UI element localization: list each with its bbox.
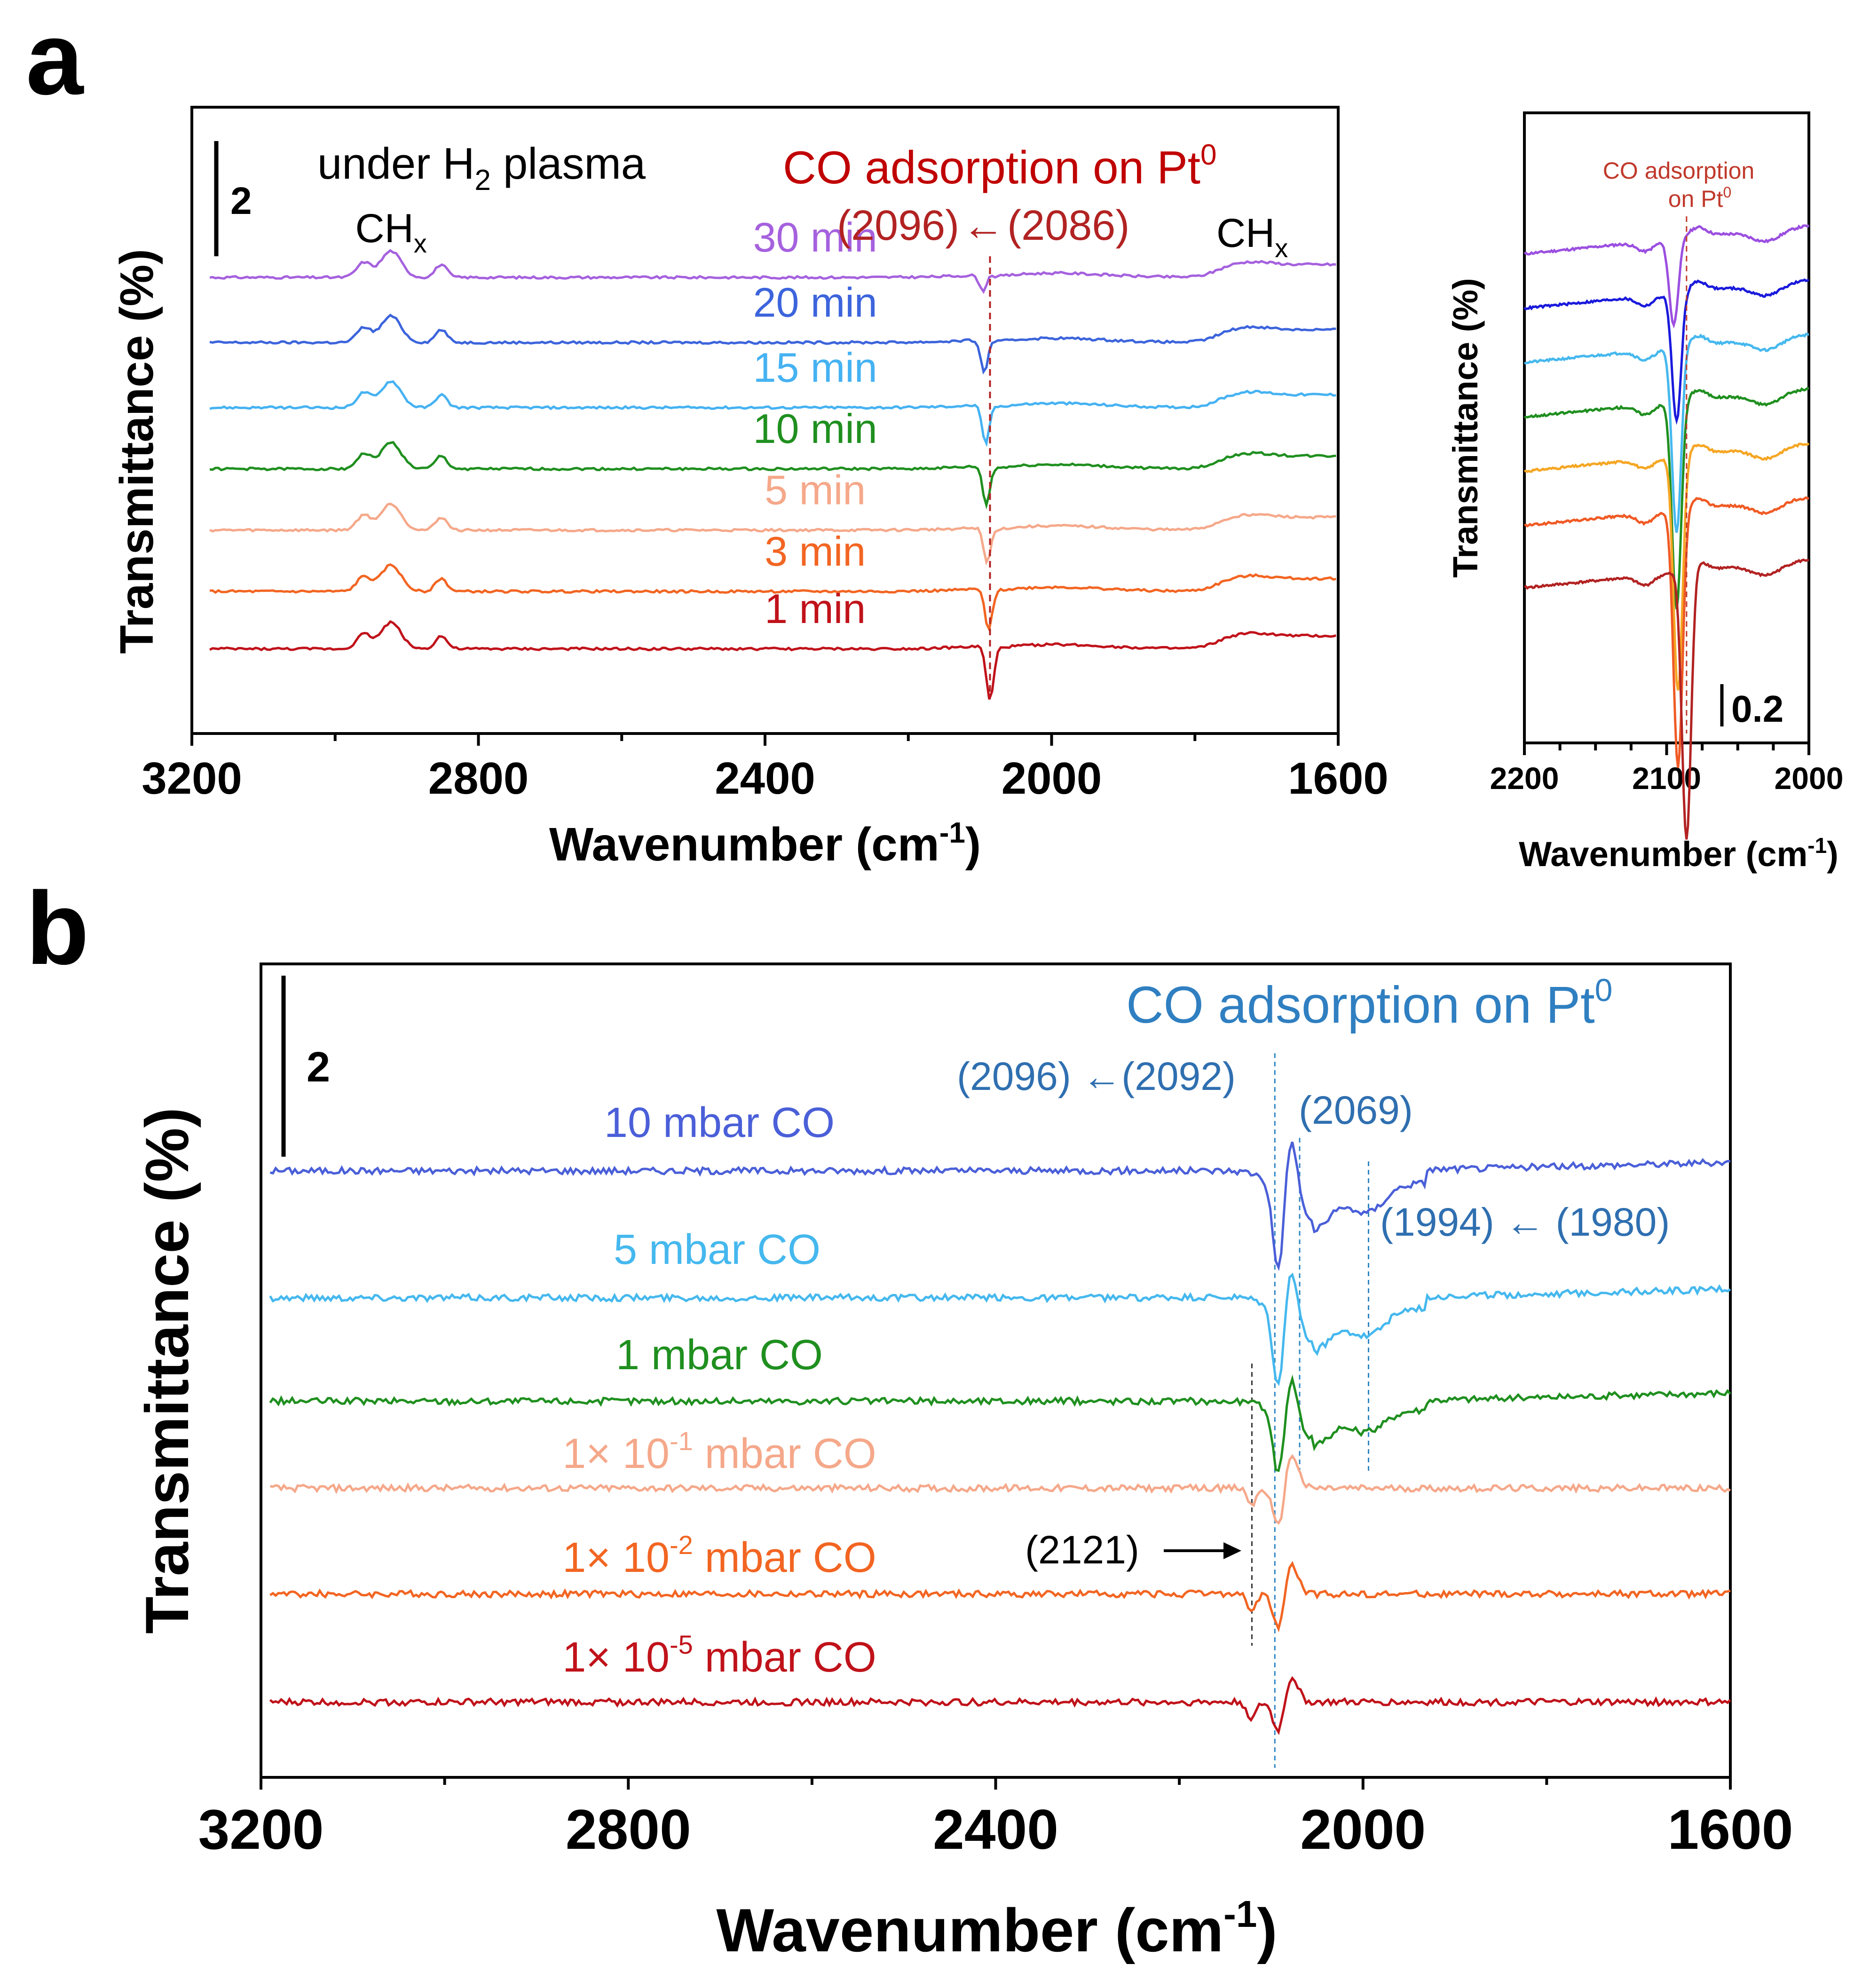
panel-b-co-annotation: CO adsorption on Pt0 bbox=[1126, 972, 1613, 1034]
panel-a-tick-label-2400: 2400 bbox=[715, 753, 815, 804]
panel-a-series-label-0: 30 min bbox=[753, 214, 877, 260]
panel-a-inset-annotation: CO adsorption bbox=[1603, 158, 1754, 184]
panel-b-series-label-4: 1× 10-2 mbar CO bbox=[562, 1530, 876, 1581]
panel-a-x-axis-title: Wavenumber (cm-1) bbox=[549, 817, 981, 871]
panel-a-scale-bar-label: 2 bbox=[230, 180, 252, 222]
panel-b-series-label-1: 5 mbar CO bbox=[614, 1226, 821, 1273]
panel-b-series-line-3 bbox=[270, 1454, 1731, 1525]
panel-b-tick-label-2000: 2000 bbox=[1300, 1798, 1426, 1861]
panel-a-inset-annotation-line2: on Pt0 bbox=[1668, 184, 1732, 212]
panel-b-series-line-5 bbox=[269, 1676, 1731, 1736]
panel-b-tick-label-2400: 2400 bbox=[933, 1798, 1058, 1861]
panel-b: 3200 2800 2400 2000 1600 10 mbar CO 5 mbar CO… bbox=[133, 962, 1793, 1964]
panel-a-series-label-3: 10 min bbox=[753, 405, 877, 452]
panel-a-series-line-0 bbox=[209, 249, 1336, 294]
panel-a-series-label-1: 20 min bbox=[753, 279, 877, 325]
panel-a-tick-label-2800: 2800 bbox=[428, 753, 529, 804]
panel-a-tick-label-1600: 1600 bbox=[1288, 753, 1389, 804]
panel-a-co-annotation: CO adsorption on Pt0 bbox=[783, 139, 1216, 193]
panel-b-x-ticks: 3200 2800 2400 2000 1600 bbox=[198, 1777, 1793, 1861]
panel-a-series-line-1 bbox=[209, 314, 1336, 375]
panel-a-inset-series-line-6 bbox=[1524, 558, 1809, 840]
panel-a-letter: a bbox=[26, 0, 84, 116]
panel-a-tick-label-3200: 3200 bbox=[142, 753, 242, 804]
panel-a-series-line-4 bbox=[209, 502, 1336, 566]
panel-b-arrowhead-2121 bbox=[1223, 1542, 1241, 1559]
panel-b-series-line-2 bbox=[269, 1374, 1731, 1472]
panel-a-series-line-2 bbox=[209, 380, 1336, 448]
panel-a-inset-series-line-1 bbox=[1523, 278, 1809, 425]
panel-b-letter: b bbox=[26, 870, 89, 986]
panel-b-y-axis-title: Transmittance (%) bbox=[133, 1107, 201, 1634]
panel-b-series-label-3: 1× 10-1 mbar CO bbox=[562, 1426, 876, 1477]
panel-a-inset-tick-label-2200: 2200 bbox=[1490, 761, 1559, 796]
panel-b-shift-label-2121: (2121) bbox=[1025, 1528, 1139, 1572]
panel-a-x-ticks: 3200 2800 2400 2000 1600 bbox=[142, 734, 1389, 804]
panel-b-series-label-2: 1 mbar CO bbox=[616, 1332, 823, 1379]
panel-a-y-axis-title: Transmittance (%) bbox=[110, 249, 163, 654]
panel-a-shift-label: (2096)←(2086) bbox=[837, 202, 1129, 249]
panel-b-shift-label-2069: (2069) bbox=[1299, 1088, 1413, 1132]
panel-b-marker-lines bbox=[1251, 1053, 1369, 1768]
panel-a-inset-series bbox=[1523, 224, 1810, 840]
panel-a-tick-label-2000: 2000 bbox=[1002, 753, 1102, 804]
panel-a-series-line-5 bbox=[210, 563, 1336, 633]
panel-b-series: 10 mbar CO 5 mbar CO 1 mbar CO 1× 10-1 mbar… bbox=[269, 1099, 1731, 1736]
panel-a-series: 30 min 20 min 15 min 10 min 5 min 3 min 1 min bbox=[209, 214, 1336, 700]
panel-a-inset: 2200 2100 2000 CO adsorption on Pt0 0.2 Wa… bbox=[1446, 111, 1844, 874]
panel-a-inset-y-axis-title: Transmittance (%) bbox=[1446, 278, 1485, 577]
panel-a-main: 3200 2800 2400 2000 1600 30 min 20 min 15 min 1… bbox=[110, 106, 1389, 871]
panel-a-series-label-5: 3 min bbox=[765, 528, 866, 575]
panel-a-chx-label-1: CHx bbox=[355, 206, 426, 258]
panel-a-inset-series-line-5 bbox=[1524, 496, 1809, 768]
panel-a-title: under H2 plasma bbox=[317, 139, 646, 197]
panel-a-series-line-3 bbox=[209, 441, 1336, 510]
panel-b-shift-label-2096-2092: (2096) ←(2092) bbox=[957, 1054, 1236, 1098]
panel-a-title-subscript: 2 bbox=[474, 164, 490, 197]
panel-a-inset-scale-bar-label: 0.2 bbox=[1731, 688, 1783, 730]
panel-b-series-line-4 bbox=[269, 1561, 1731, 1633]
panel-b-x-axis-title: Wavenumber (cm-1) bbox=[716, 1893, 1277, 1964]
panel-a-inset-tick-label-2000: 2000 bbox=[1775, 761, 1844, 796]
panel-a-inset-x-ticks: 2200 2100 2000 bbox=[1490, 743, 1844, 796]
panel-b-series-line-1 bbox=[269, 1272, 1731, 1386]
panel-a-series-label-6: 1 min bbox=[765, 585, 866, 632]
panel-b-scale-bar-label: 2 bbox=[307, 1044, 330, 1091]
panel-a-series-label-2: 15 min bbox=[753, 344, 877, 391]
panel-a-series-label-4: 5 min bbox=[765, 467, 866, 513]
panel-a-inset-series-line-4 bbox=[1524, 442, 1810, 691]
panel-a-chx-label-2: CHx bbox=[1216, 211, 1288, 263]
panel-a-inset-series-line-2 bbox=[1524, 332, 1809, 533]
panel-a-inset-series-line-0 bbox=[1523, 224, 1810, 329]
panel-b-tick-label-2800: 2800 bbox=[566, 1798, 691, 1861]
panel-a-inset-series-line-3 bbox=[1524, 387, 1809, 609]
panel-b-tick-label-3200: 3200 bbox=[198, 1798, 324, 1861]
panel-a-series-line-6 bbox=[209, 620, 1336, 700]
panel-b-tick-label-1600: 1600 bbox=[1668, 1798, 1793, 1861]
panel-b-series-label-0: 10 mbar CO bbox=[604, 1099, 835, 1146]
panel-b-shift-label-1994-1980: (1994) ← (1980) bbox=[1380, 1200, 1670, 1244]
panel-b-series-line-0 bbox=[269, 1141, 1731, 1271]
panel-b-series-label-5: 1× 10-5 mbar CO bbox=[562, 1630, 876, 1681]
panel-a-inset-x-axis-title: Wavenumber (cm-1) bbox=[1519, 833, 1838, 874]
